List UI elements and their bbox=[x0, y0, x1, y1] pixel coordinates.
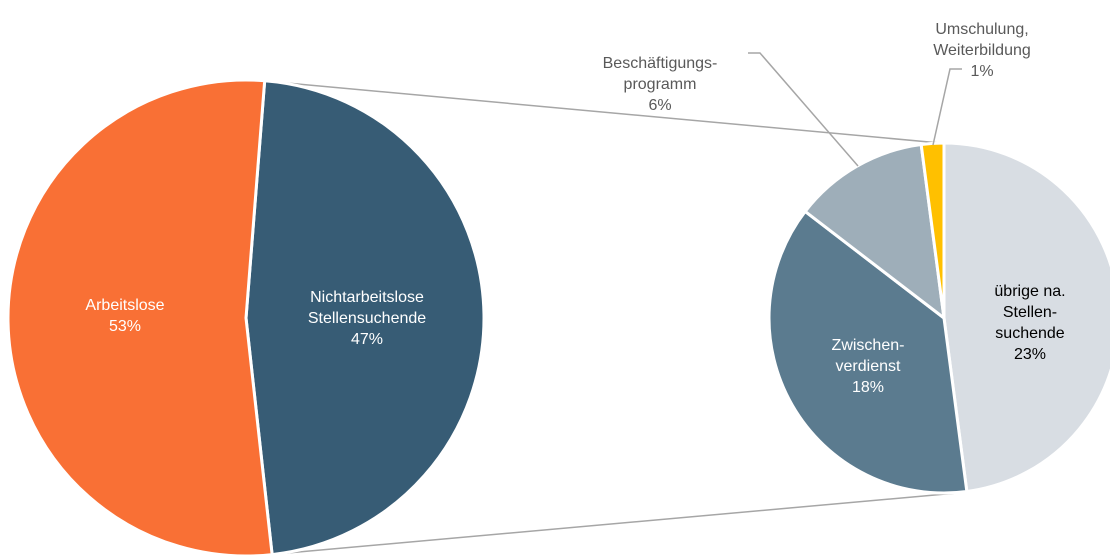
slice-value-label: 6% bbox=[648, 97, 671, 114]
pie-slice bbox=[767, 209, 969, 495]
leader-line bbox=[748, 52, 859, 167]
slice-label: Zwischen-verdienst bbox=[832, 337, 905, 375]
slice-value-label: 47% bbox=[351, 331, 383, 348]
pie-slice bbox=[803, 142, 946, 320]
pie-slice bbox=[942, 141, 1110, 494]
pie-slice bbox=[919, 141, 946, 320]
slice-label: Arbeitslose bbox=[85, 297, 164, 314]
connector-line bbox=[264, 80, 941, 144]
slice-label: übrige na. Stellen-suchende bbox=[994, 283, 1065, 342]
slice-label: Beschäftigungs-programm bbox=[603, 55, 718, 93]
connector-line bbox=[264, 492, 958, 556]
slice-label: Nichtarbeitslose Stellensuchende bbox=[308, 289, 426, 327]
slice-value-label: 53% bbox=[109, 318, 141, 335]
leader-line bbox=[932, 68, 962, 146]
slice-label: Umschulung, Weiterbildung bbox=[933, 21, 1031, 59]
slice-value-label: 18% bbox=[852, 379, 884, 396]
pie-slice bbox=[6, 78, 274, 556]
slice-value-label: 1% bbox=[970, 63, 993, 80]
slice-value-label: 23% bbox=[1014, 346, 1046, 363]
pie-slice bbox=[244, 79, 486, 556]
